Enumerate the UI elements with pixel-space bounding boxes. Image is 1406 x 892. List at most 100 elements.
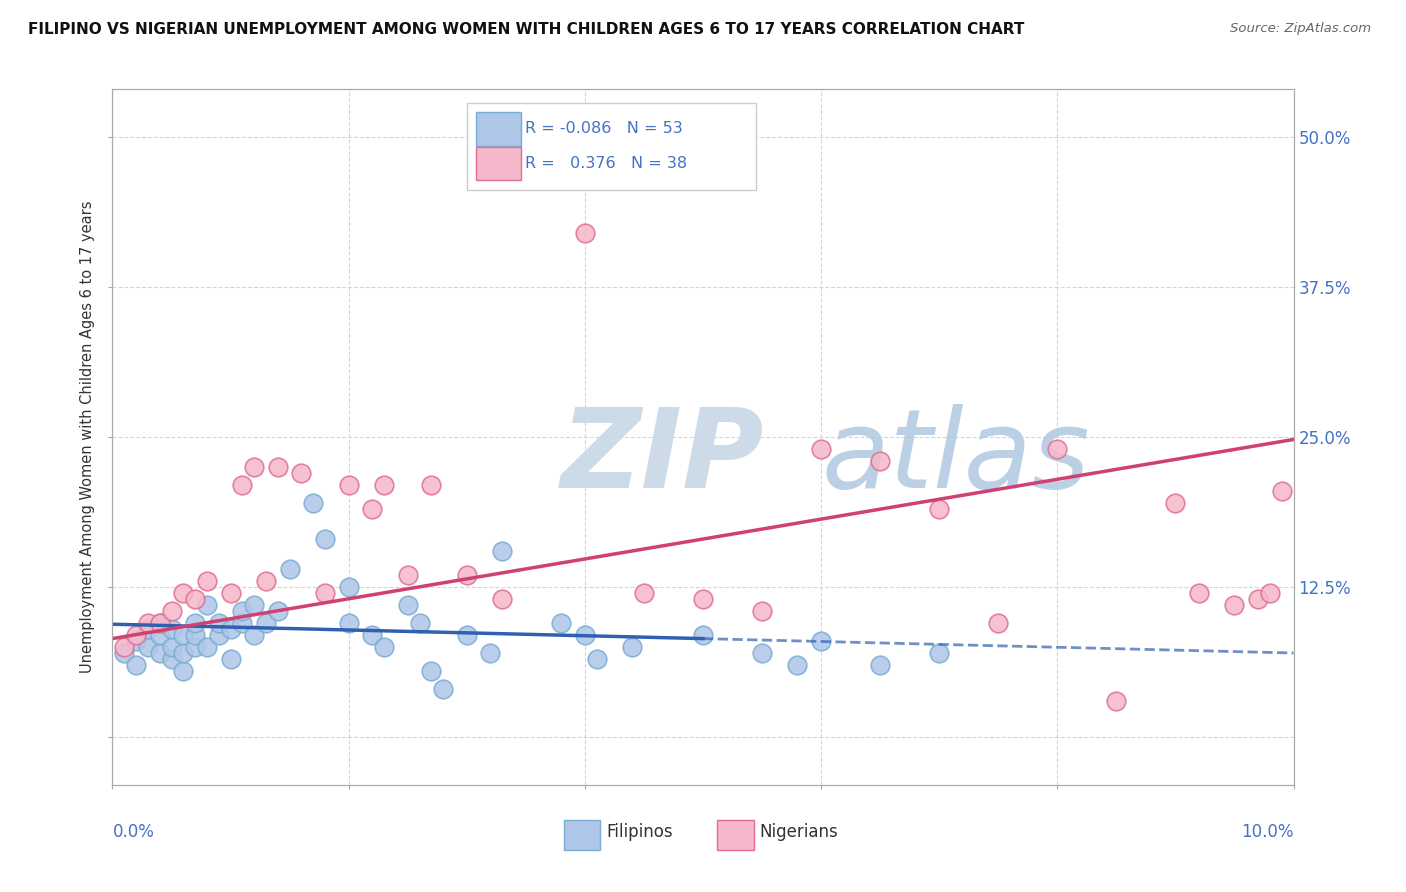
Point <box>621 640 644 654</box>
Point <box>869 454 891 468</box>
Point <box>396 568 419 582</box>
Point <box>491 544 513 558</box>
Text: 10.0%: 10.0% <box>1241 823 1294 841</box>
Point <box>420 664 443 678</box>
Point <box>219 622 242 636</box>
Point <box>184 615 207 630</box>
Point <box>184 640 207 654</box>
Text: R = -0.086   N = 53: R = -0.086 N = 53 <box>524 121 682 136</box>
Point <box>208 615 231 630</box>
Point <box>112 640 135 654</box>
Point <box>184 628 207 642</box>
Point <box>692 628 714 642</box>
FancyBboxPatch shape <box>477 147 522 180</box>
Point <box>337 478 360 492</box>
Point <box>361 628 384 642</box>
Point <box>869 658 891 673</box>
Point <box>125 628 148 642</box>
Point <box>231 604 253 618</box>
Point <box>149 615 172 630</box>
Point <box>243 628 266 642</box>
Point <box>149 628 172 642</box>
Point <box>574 226 596 240</box>
Text: FILIPINO VS NIGERIAN UNEMPLOYMENT AMONG WOMEN WITH CHILDREN AGES 6 TO 17 YEARS C: FILIPINO VS NIGERIAN UNEMPLOYMENT AMONG … <box>28 22 1025 37</box>
Point <box>278 562 301 576</box>
Point <box>491 592 513 607</box>
Point <box>254 574 277 588</box>
Point <box>112 646 135 660</box>
Point <box>172 664 194 678</box>
FancyBboxPatch shape <box>467 103 756 190</box>
Text: 0.0%: 0.0% <box>112 823 155 841</box>
Y-axis label: Unemployment Among Women with Children Ages 6 to 17 years: Unemployment Among Women with Children A… <box>80 201 96 673</box>
Point <box>160 604 183 618</box>
Point <box>373 640 395 654</box>
Text: atlas: atlas <box>821 404 1090 511</box>
Point <box>633 586 655 600</box>
Point <box>243 460 266 475</box>
Point <box>219 652 242 666</box>
Point <box>1247 592 1270 607</box>
Point <box>195 598 218 612</box>
Point <box>928 502 950 516</box>
Point <box>172 586 194 600</box>
Point <box>361 502 384 516</box>
Point <box>302 496 325 510</box>
FancyBboxPatch shape <box>477 112 522 145</box>
Point <box>172 646 194 660</box>
Point <box>987 615 1010 630</box>
Point <box>1188 586 1211 600</box>
Point <box>314 586 336 600</box>
Point <box>208 628 231 642</box>
Point <box>136 640 159 654</box>
Point <box>420 478 443 492</box>
Point <box>125 634 148 648</box>
Text: Source: ZipAtlas.com: Source: ZipAtlas.com <box>1230 22 1371 36</box>
Point <box>1105 694 1128 708</box>
Point <box>337 615 360 630</box>
Point <box>267 604 290 618</box>
Point <box>195 640 218 654</box>
Point <box>1258 586 1281 600</box>
Point <box>136 615 159 630</box>
Point <box>231 478 253 492</box>
Point <box>1223 598 1246 612</box>
Point <box>1164 496 1187 510</box>
Point <box>408 615 430 630</box>
Point <box>692 592 714 607</box>
Point <box>125 658 148 673</box>
Point <box>160 622 183 636</box>
Point <box>267 460 290 475</box>
Point <box>585 652 607 666</box>
Point <box>290 466 312 480</box>
Point <box>751 646 773 660</box>
Point <box>373 478 395 492</box>
Point <box>172 628 194 642</box>
Text: Filipinos: Filipinos <box>606 822 673 840</box>
Point <box>231 615 253 630</box>
FancyBboxPatch shape <box>564 820 600 850</box>
Text: Nigerians: Nigerians <box>759 822 838 840</box>
Point <box>810 634 832 648</box>
Point <box>184 592 207 607</box>
Text: R =   0.376   N = 38: R = 0.376 N = 38 <box>524 156 686 171</box>
Point <box>479 646 502 660</box>
Point <box>456 628 478 642</box>
Point <box>149 646 172 660</box>
Point <box>195 574 218 588</box>
FancyBboxPatch shape <box>717 820 754 850</box>
Point <box>254 615 277 630</box>
Point <box>396 598 419 612</box>
Point <box>149 615 172 630</box>
Point <box>810 442 832 456</box>
Point <box>751 604 773 618</box>
Text: ZIP: ZIP <box>561 404 765 511</box>
Point <box>160 640 183 654</box>
Point <box>243 598 266 612</box>
Point <box>1271 484 1294 499</box>
Point <box>786 658 808 673</box>
Point <box>456 568 478 582</box>
Point <box>219 586 242 600</box>
Point <box>928 646 950 660</box>
Point <box>160 652 183 666</box>
